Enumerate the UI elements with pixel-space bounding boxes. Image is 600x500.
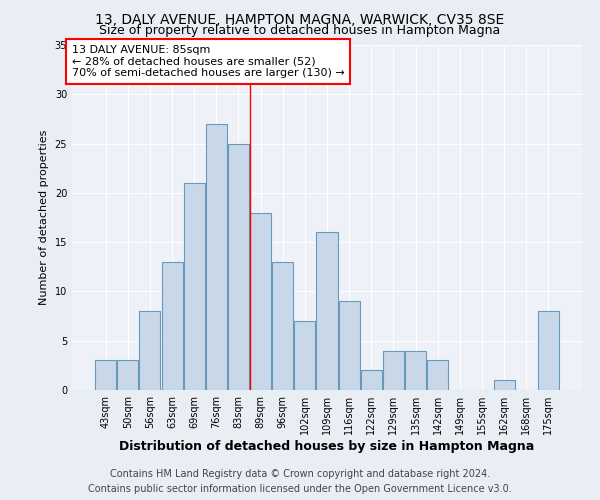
Text: 13 DALY AVENUE: 85sqm
← 28% of detached houses are smaller (52)
70% of semi-deta: 13 DALY AVENUE: 85sqm ← 28% of detached … xyxy=(72,45,345,78)
Bar xyxy=(139,311,160,390)
Bar xyxy=(295,321,316,390)
Bar xyxy=(95,360,116,390)
Text: Contains HM Land Registry data © Crown copyright and database right 2024.
Contai: Contains HM Land Registry data © Crown c… xyxy=(88,468,512,493)
Bar xyxy=(316,232,338,390)
Bar xyxy=(361,370,382,390)
Bar xyxy=(118,360,139,390)
Bar xyxy=(184,183,205,390)
Text: 13, DALY AVENUE, HAMPTON MAGNA, WARWICK, CV35 8SE: 13, DALY AVENUE, HAMPTON MAGNA, WARWICK,… xyxy=(95,12,505,26)
Bar xyxy=(427,360,448,390)
Text: Size of property relative to detached houses in Hampton Magna: Size of property relative to detached ho… xyxy=(100,24,500,37)
Bar xyxy=(338,302,359,390)
Bar xyxy=(206,124,227,390)
Bar xyxy=(538,311,559,390)
Y-axis label: Number of detached properties: Number of detached properties xyxy=(39,130,49,305)
Bar xyxy=(494,380,515,390)
Bar xyxy=(383,350,404,390)
Bar xyxy=(405,350,426,390)
Bar xyxy=(161,262,182,390)
Bar xyxy=(228,144,249,390)
Bar xyxy=(272,262,293,390)
X-axis label: Distribution of detached houses by size in Hampton Magna: Distribution of detached houses by size … xyxy=(119,440,535,453)
Bar xyxy=(250,212,271,390)
